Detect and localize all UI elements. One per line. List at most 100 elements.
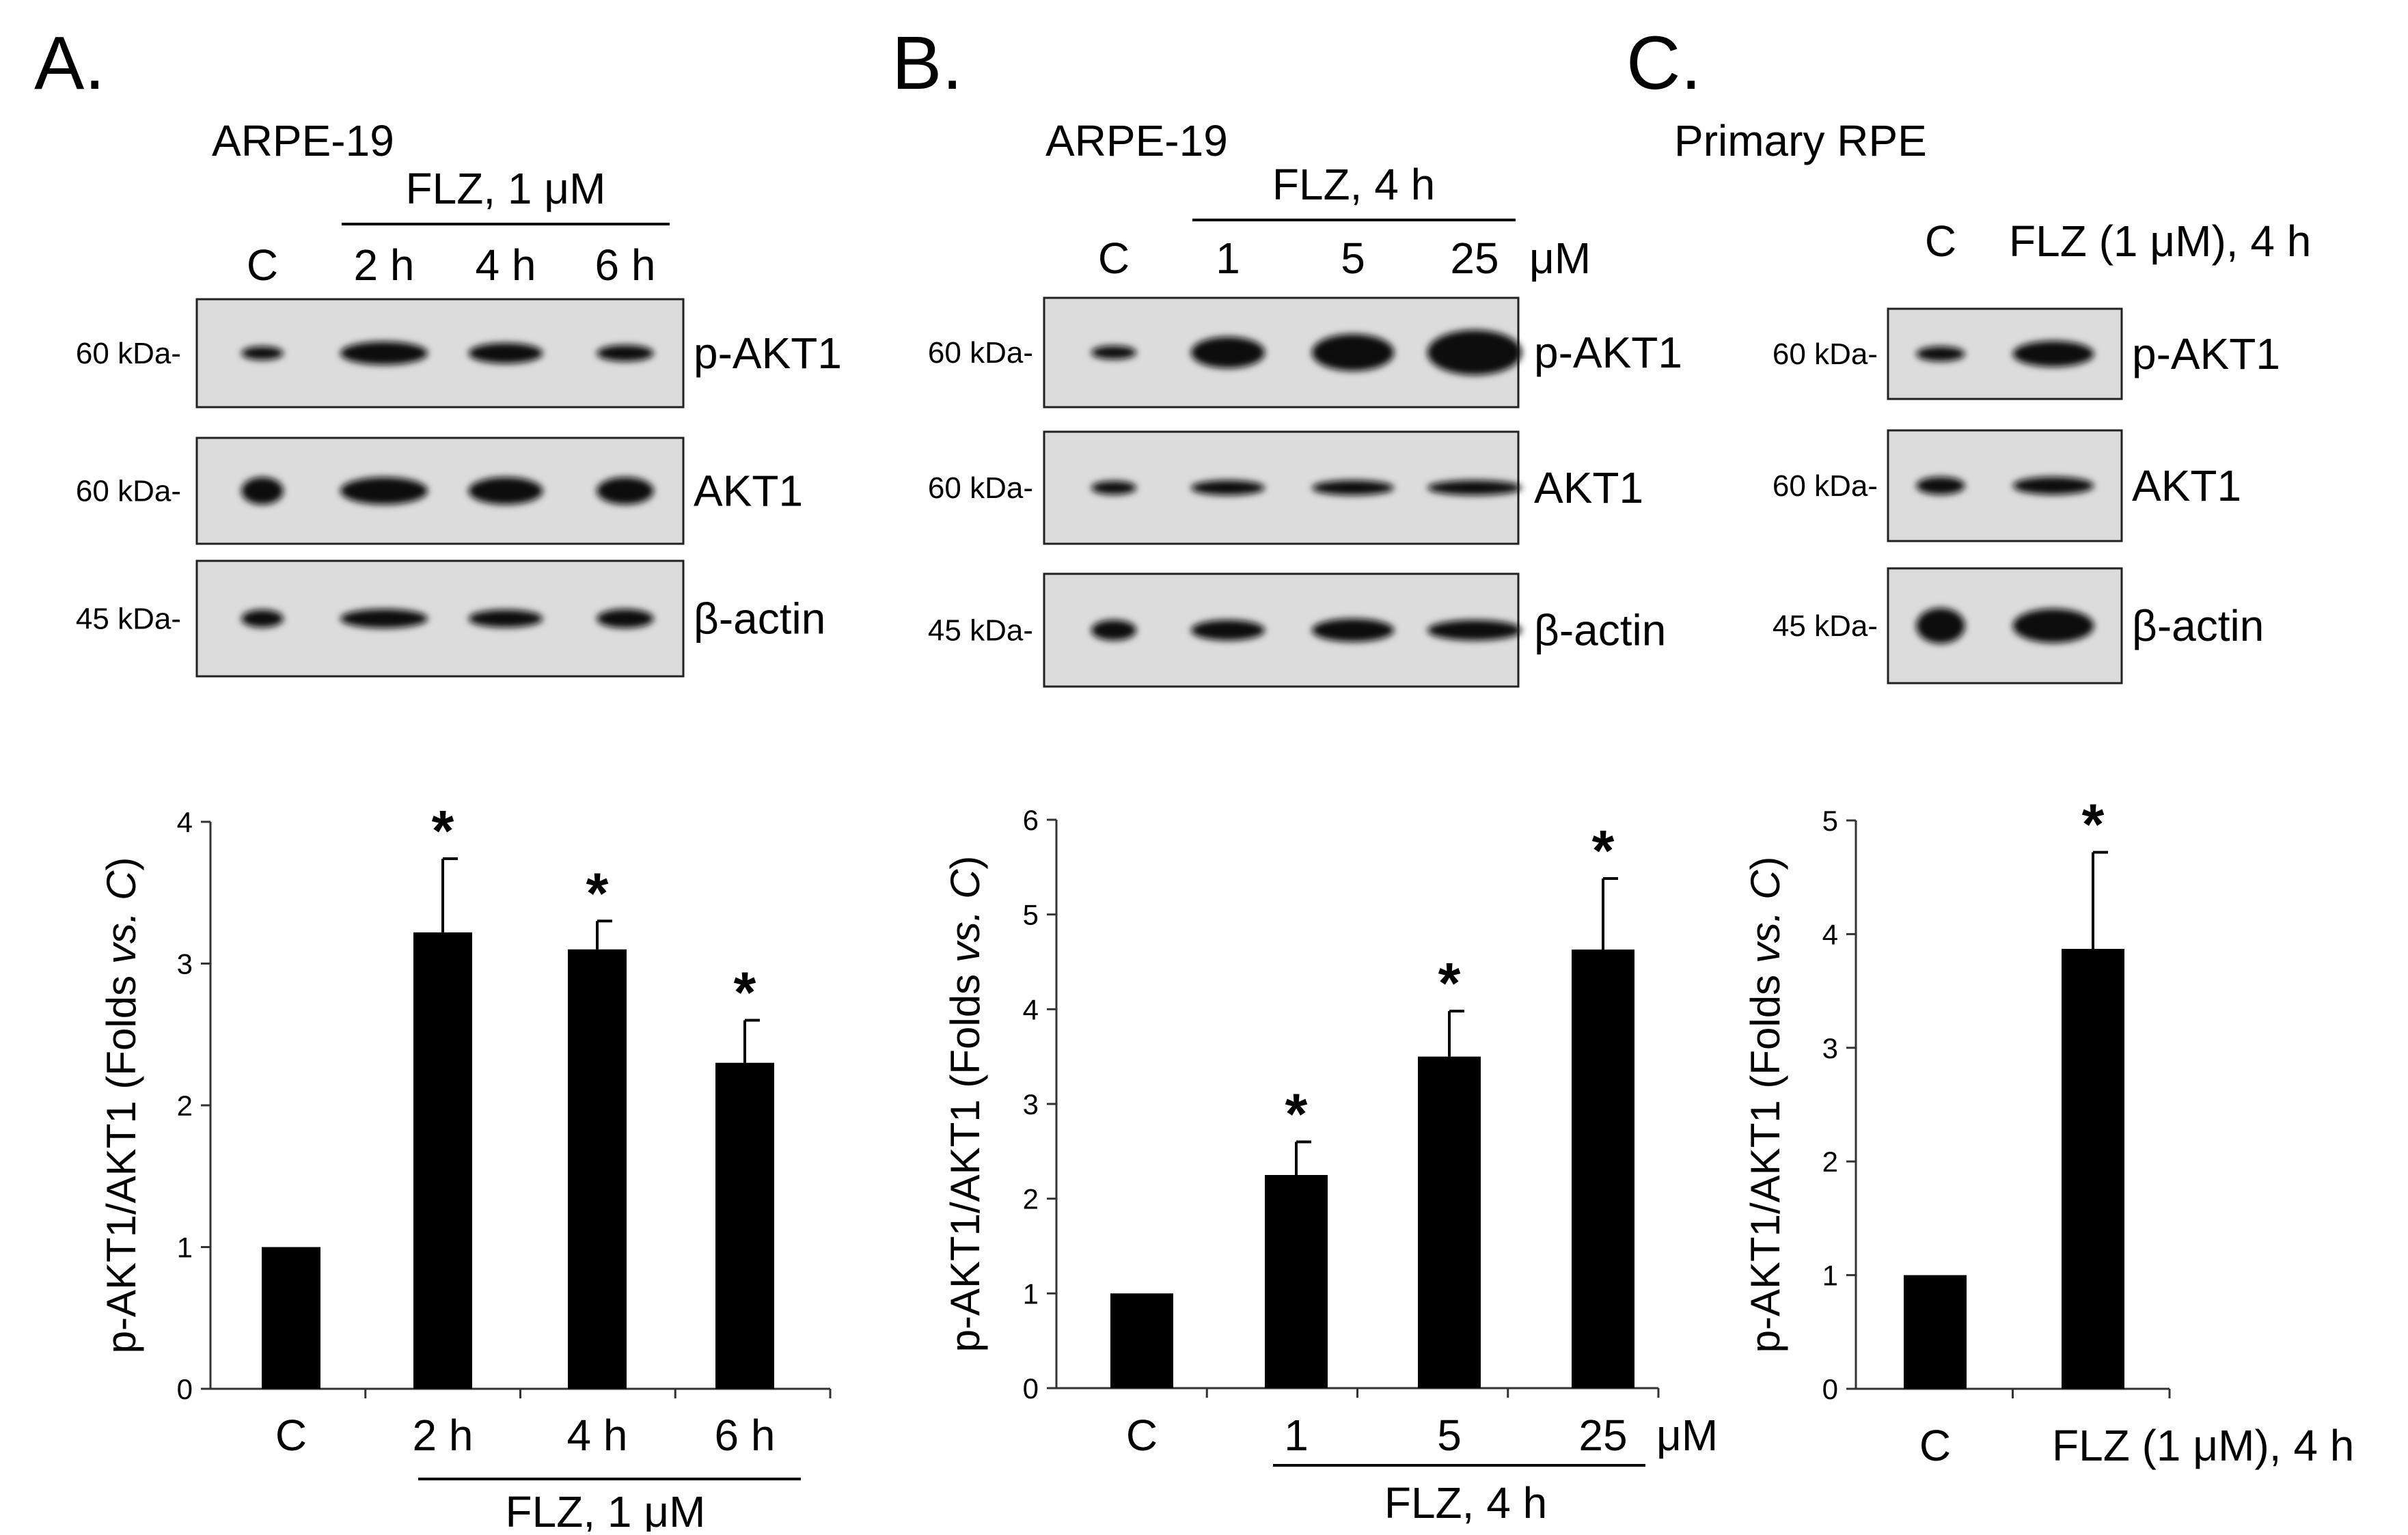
protein-band <box>2012 477 2094 495</box>
blot-lane-label: 25 <box>1450 234 1499 283</box>
bar <box>2062 949 2124 1389</box>
protein-band <box>1311 618 1395 642</box>
y-axis-title-end: ) <box>98 857 144 871</box>
y-tick-label: 1 <box>177 1232 193 1264</box>
protein-band <box>1427 480 1522 495</box>
protein-name-label: β-actin <box>1534 606 1666 655</box>
protein-name-label: AKT1 <box>694 467 803 516</box>
protein-band <box>597 477 654 505</box>
significance-marker: * <box>734 960 756 1025</box>
y-axis-title: p-AKT1/AKT1 (Folds vs. C) <box>98 857 144 1354</box>
y-axis-title-italic: vs. C <box>1742 870 1788 963</box>
bar <box>262 1247 320 1389</box>
bar <box>1418 1056 1481 1388</box>
bar-chart-c: 0 1 2 3 4 5 C * FLZ (1 μM), 4 h p-AKT1/AKT1 (Fold… <box>1742 792 2354 1470</box>
molecular-weight-label: 45 kDa- <box>1773 609 1878 643</box>
x-category-label: C <box>1126 1411 1158 1460</box>
protein-band <box>2012 341 2094 367</box>
x-category-label: 4 h <box>567 1411 628 1460</box>
blot-lane-label: FLZ (1 μM), 4 h <box>2009 217 2311 266</box>
treatment-label: FLZ, 4 h <box>1272 160 1435 209</box>
panel-a-cell-line: ARPE-19 <box>212 116 394 165</box>
protein-name-label: p-AKT1 <box>2132 329 2280 378</box>
panel-b-letter: B. <box>892 21 963 105</box>
protein-name-label: β-actin <box>2132 601 2264 650</box>
significance-marker: * <box>1285 1081 1308 1146</box>
x-category-label: 25 <box>1578 1411 1627 1460</box>
y-axis-title-main: p-AKT1/AKT1 (Folds <box>942 963 988 1352</box>
protein-band <box>468 343 543 363</box>
protein-band <box>468 477 543 505</box>
y-axis-title-main: p-AKT1/AKT1 (Folds <box>98 964 144 1353</box>
y-tick-label: 6 <box>1023 804 1039 836</box>
x-unit-label: μM <box>1656 1411 1718 1460</box>
x-category-label: C <box>275 1411 307 1460</box>
protein-band <box>468 609 543 628</box>
treatment-label: FLZ, 1 μM <box>406 164 606 213</box>
blot-lane-label: 5 <box>1341 234 1365 283</box>
protein-band <box>1091 620 1137 641</box>
blot-lane-label: 1 <box>1216 234 1240 283</box>
western-blot-c: C FLZ (1 μM), 4 h 60 kDa-p-AKT1 60 kDa- AKT1… <box>1773 217 2311 684</box>
bar <box>413 932 472 1389</box>
molecular-weight-label: 60 kDa- <box>76 475 181 508</box>
protein-band <box>1091 481 1137 495</box>
blot-lane-label: C <box>1098 234 1130 283</box>
y-axis-title: p-AKT1/AKT1 (Folds vs. C) <box>942 856 988 1353</box>
concentration-unit: μM <box>1529 234 1591 283</box>
panel-b-cell-line: ARPE-19 <box>1045 116 1228 165</box>
molecular-weight-label: 60 kDa- <box>928 471 1033 505</box>
y-tick-label: 4 <box>1023 993 1039 1025</box>
molecular-weight-label: 60 kDa- <box>1773 337 1878 371</box>
significance-marker: * <box>432 799 454 863</box>
y-tick-label: 0 <box>177 1373 193 1405</box>
panel-c-cell-line: Primary RPE <box>1674 116 1927 165</box>
bar <box>715 1062 774 1389</box>
protein-band <box>1916 346 1965 361</box>
y-tick-label: 5 <box>1023 899 1039 931</box>
molecular-weight-label: 60 kDa- <box>1773 469 1878 503</box>
protein-band <box>1311 334 1395 371</box>
protein-name-label: p-AKT1 <box>1534 328 1682 377</box>
y-tick-label: 1 <box>1822 1260 1838 1292</box>
x-category-label: 1 <box>1284 1411 1309 1460</box>
significance-marker: * <box>586 861 609 925</box>
protein-band <box>340 609 428 628</box>
protein-band <box>340 477 428 505</box>
bar <box>1572 949 1634 1388</box>
protein-band <box>1190 620 1265 641</box>
x-category-label: 6 h <box>715 1411 776 1460</box>
y-axis-title-end: ) <box>942 856 988 870</box>
y-tick-label: 1 <box>1023 1277 1039 1310</box>
protein-band <box>1916 477 1965 495</box>
significance-marker: * <box>1438 951 1461 1015</box>
significance-marker: * <box>1592 818 1615 883</box>
treatment-label: FLZ, 1 μM <box>506 1487 706 1532</box>
y-tick-label: 0 <box>1023 1372 1039 1405</box>
y-tick-label: 3 <box>177 948 193 980</box>
y-tick-label: 4 <box>1822 918 1838 950</box>
y-tick-label: 5 <box>1822 805 1838 837</box>
y-tick-label: 2 <box>177 1090 193 1122</box>
protein-band <box>241 477 284 505</box>
western-blot-b: C 1 5 25 FLZ, 4 h μM 60 kDa-p-AKT1 60 kDa- AKT1 4… <box>928 160 1682 688</box>
panel-c-letter: C. <box>1626 21 1701 105</box>
y-axis-title-italic: vs. C <box>98 870 144 964</box>
molecular-weight-label: 60 kDa- <box>928 336 1033 370</box>
significance-marker: * <box>2082 792 2105 857</box>
protein-name-label: AKT1 <box>1534 463 1643 512</box>
blot-lane-label: 4 h <box>476 240 536 290</box>
western-blot-a: C 2 h 4 h 6 h FLZ, 1 μM 60 kDa-p-AKT1 60 kDa- A… <box>76 164 842 678</box>
treatment-label: FLZ, 4 h <box>1384 1478 1547 1527</box>
protein-band <box>1311 480 1395 495</box>
protein-band <box>1190 480 1265 495</box>
bar <box>568 949 627 1389</box>
blot-lane-label: 6 h <box>595 240 656 290</box>
y-tick-label: 2 <box>1822 1146 1838 1178</box>
blot-lane-label: C <box>1925 217 1956 266</box>
protein-name-label: p-AKT1 <box>694 329 842 378</box>
bar <box>1110 1293 1173 1388</box>
x-category-label: C <box>1919 1421 1951 1470</box>
